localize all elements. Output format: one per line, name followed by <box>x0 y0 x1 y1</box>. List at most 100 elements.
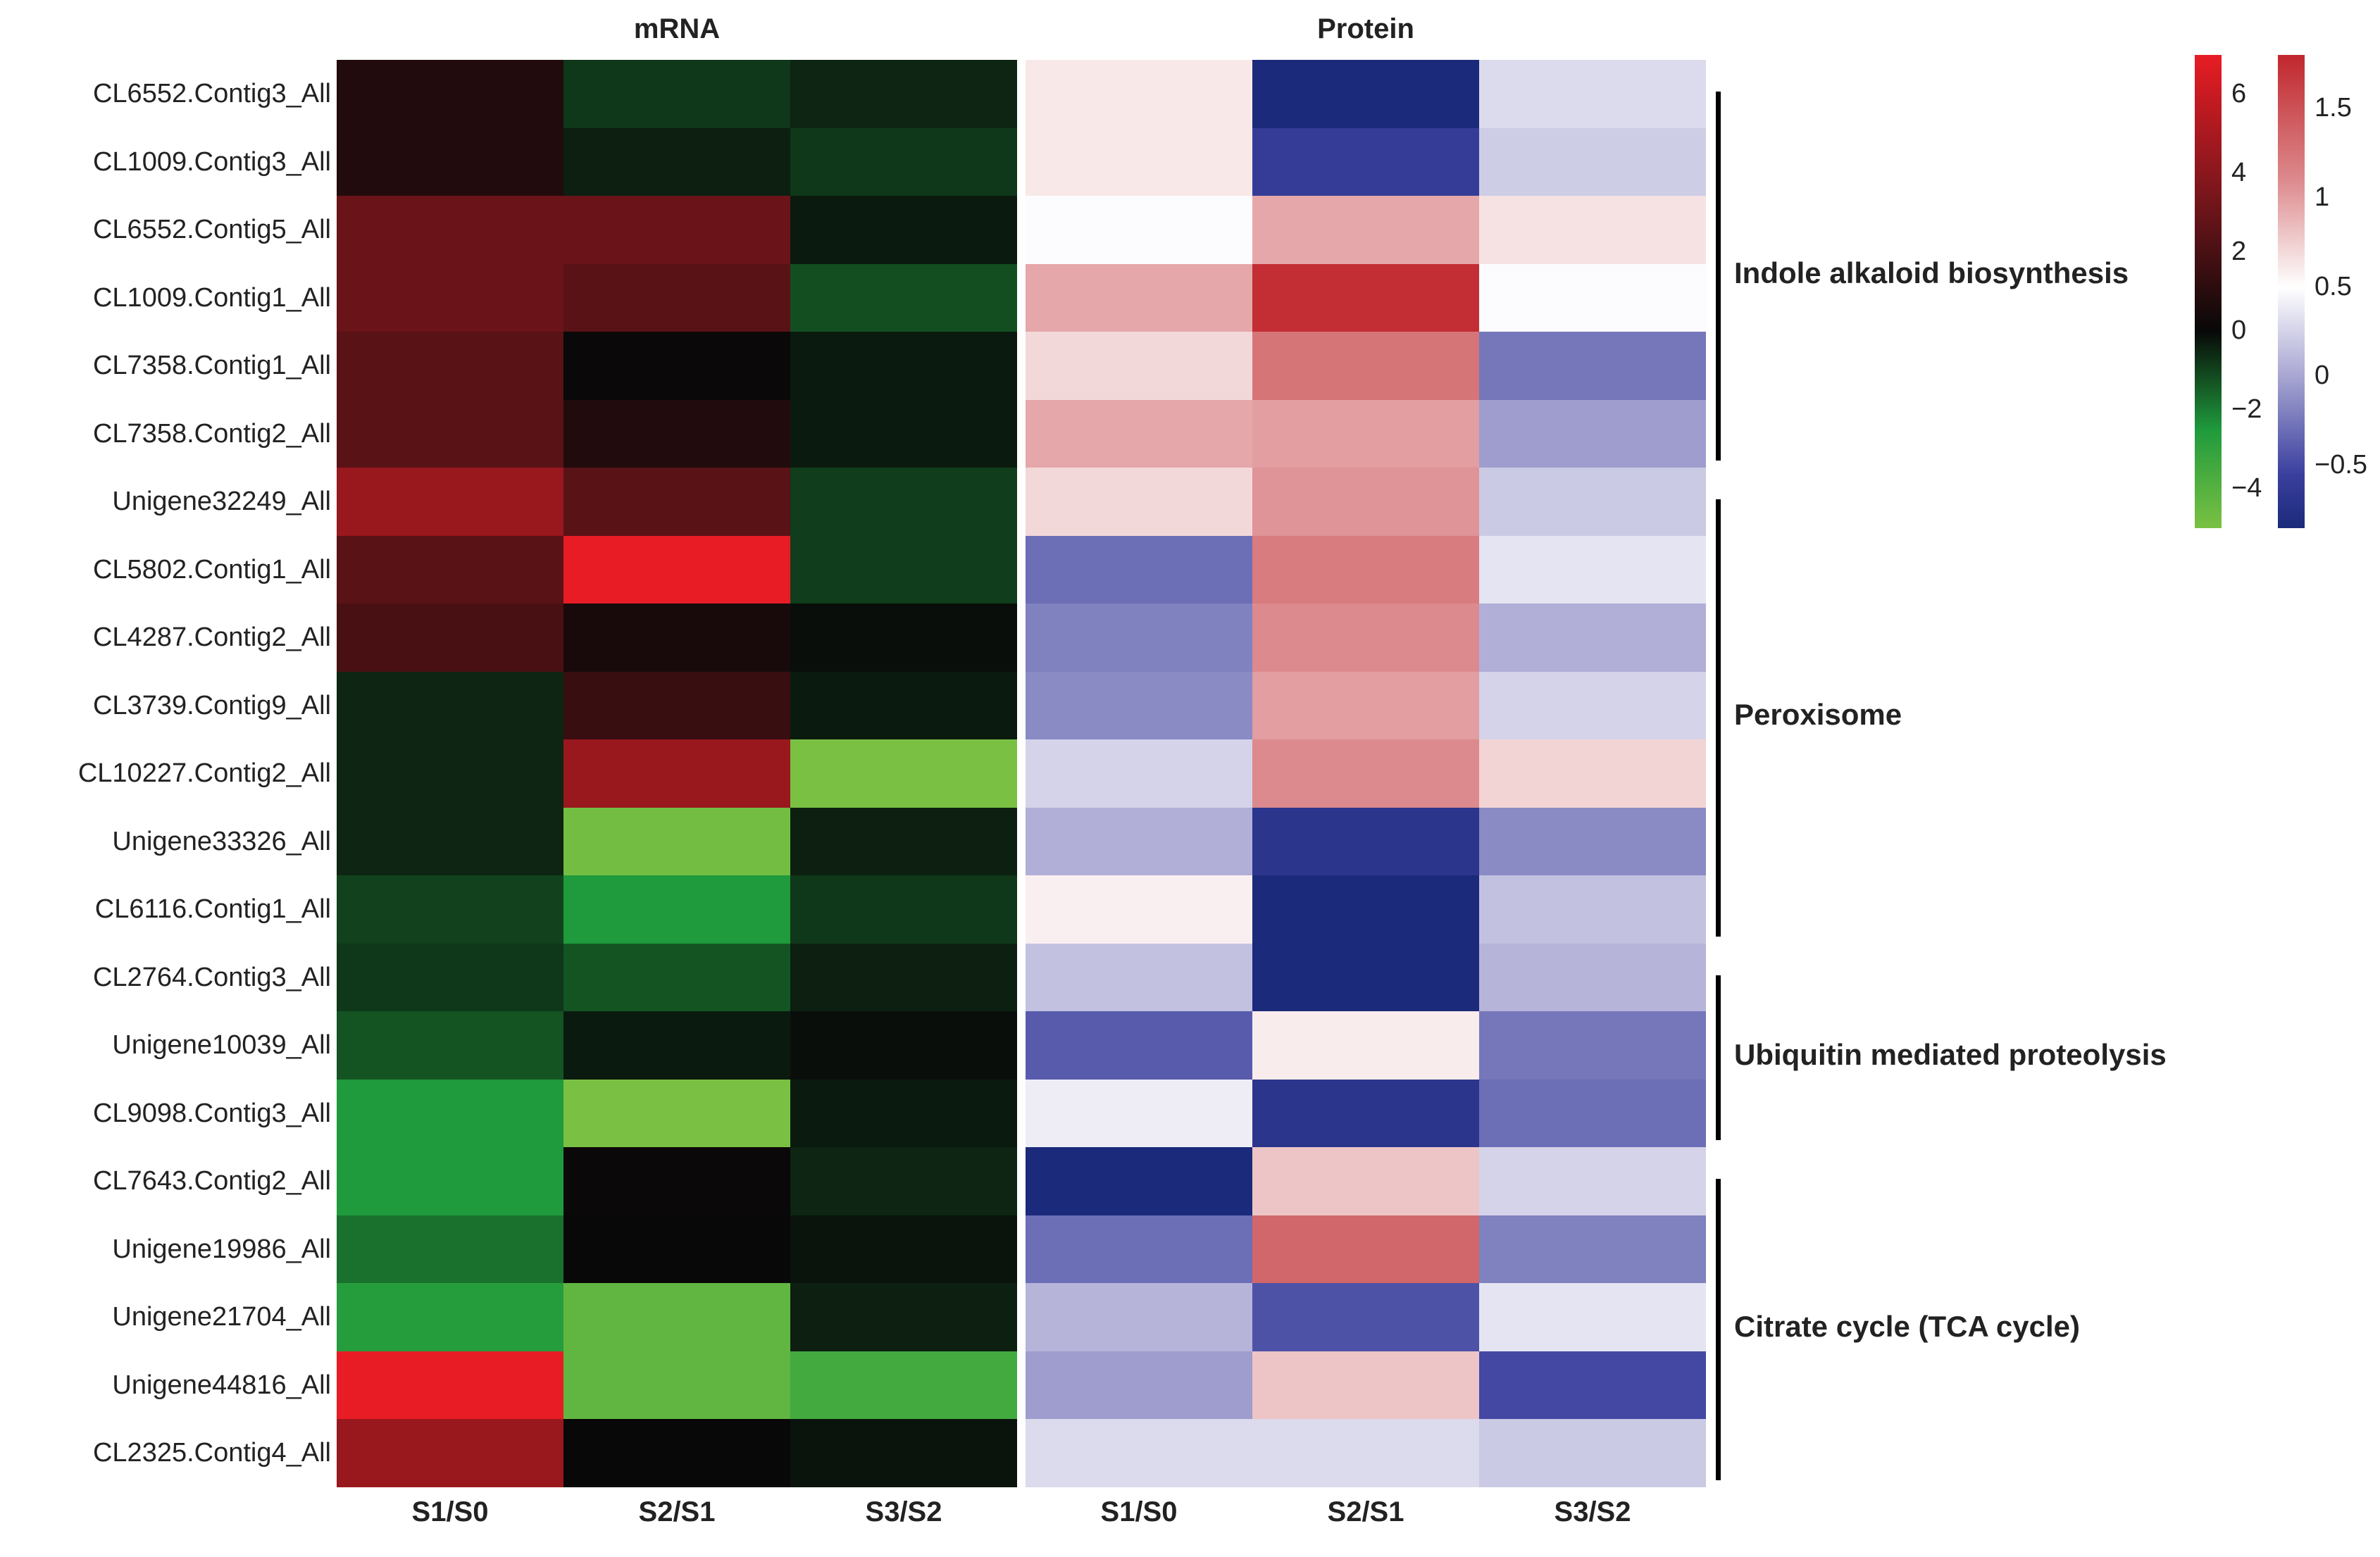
protein-colorbar-tick: 0.5 <box>2314 271 2352 301</box>
pathway-bracket <box>1716 92 1721 461</box>
mrna-cell <box>790 1283 1017 1351</box>
mrna-cell <box>337 1079 563 1148</box>
row-label: CL4287.Contig2_All <box>92 623 331 652</box>
protein-cell <box>1026 875 1252 944</box>
protein-cell <box>1479 604 1706 672</box>
protein-cell <box>1026 1351 1252 1420</box>
protein-colorbar-tick: 0 <box>2314 361 2330 391</box>
protein-cell <box>1479 1215 1706 1284</box>
row-label: CL1009.Contig3_All <box>92 146 331 177</box>
mrna-cell <box>337 1215 563 1284</box>
protein-cell <box>1026 1215 1252 1284</box>
row-label: CL6552.Contig5_All <box>92 215 331 244</box>
protein-cell <box>1026 263 1252 332</box>
protein-column-label: S1/S0 <box>1100 1496 1178 1527</box>
row-label: CL7358.Contig1_All <box>92 351 331 380</box>
protein-panel-title: Protein <box>1317 13 1414 44</box>
protein-colorbar-tick: 1.5 <box>2314 93 2352 123</box>
protein-cell <box>1026 535 1252 604</box>
mrna-cell <box>337 332 563 400</box>
mrna-cell <box>337 1147 563 1215</box>
mrna-cell <box>563 468 790 536</box>
protein-cell <box>1252 671 1479 740</box>
row-label: CL2764.Contig3_All <box>92 962 331 992</box>
pathway-label: Ubiquitin mediated proteolysis <box>1734 1037 2167 1071</box>
mrna-cell <box>337 671 563 740</box>
row-label: Unigene33326_All <box>112 826 331 856</box>
mrna-colorbar-tick: 4 <box>2231 158 2247 187</box>
protein-cell <box>1252 807 1479 876</box>
mrna-panel-title: mRNA <box>633 13 721 44</box>
protein-column-label: S2/S1 <box>1327 1496 1404 1527</box>
mrna-cell <box>563 263 790 332</box>
protein-cell <box>1252 263 1479 332</box>
protein-cell <box>1479 468 1706 536</box>
mrna-cell <box>563 60 790 128</box>
mrna-cell <box>337 468 563 536</box>
protein-cell <box>1026 1147 1252 1215</box>
pathway-bracket <box>1716 499 1721 937</box>
protein-cell <box>1479 943 1706 1012</box>
protein-cell <box>1252 535 1479 604</box>
mrna-cell <box>337 399 563 468</box>
pathway-bracket <box>1716 1179 1721 1480</box>
protein-cell <box>1479 807 1706 876</box>
protein-cell <box>1252 1147 1479 1215</box>
mrna-cell <box>563 739 790 808</box>
protein-cell <box>1026 468 1252 536</box>
mrna-cell <box>790 807 1017 876</box>
protein-cell <box>1479 1419 1706 1487</box>
mrna-cell <box>337 263 563 332</box>
protein-cell <box>1252 1283 1479 1351</box>
protein-cell <box>1479 127 1706 196</box>
mrna-cell <box>563 1011 790 1080</box>
protein-cell <box>1479 399 1706 468</box>
protein-cell <box>1479 875 1706 944</box>
protein-cell <box>1252 60 1479 128</box>
mrna-cell <box>563 875 790 944</box>
protein-cell <box>1479 60 1706 128</box>
protein-colorbar-tick: 1 <box>2314 182 2330 212</box>
mrna-cell <box>563 1419 790 1487</box>
protein-cell <box>1026 671 1252 740</box>
row-label: CL3739.Contig9_All <box>92 690 331 720</box>
mrna-cell <box>563 332 790 400</box>
protein-cell <box>1026 196 1252 264</box>
pathway-bracket <box>1716 975 1721 1140</box>
mrna-cell <box>563 1283 790 1351</box>
row-label: Unigene19986_All <box>112 1234 331 1264</box>
protein-cell <box>1252 604 1479 672</box>
mrna-cell <box>790 399 1017 468</box>
protein-cell <box>1479 263 1706 332</box>
mrna-cell <box>337 60 563 128</box>
row-label: CL2325.Contig4_All <box>92 1438 331 1468</box>
mrna-cell <box>337 1351 563 1420</box>
mrna-cell <box>563 196 790 264</box>
colorbar-gradient <box>2195 55 2222 528</box>
mrna-cell <box>790 1011 1017 1080</box>
protein-cell <box>1252 1079 1479 1148</box>
protein-cell <box>1026 1011 1252 1080</box>
mrna-cell <box>337 196 563 264</box>
row-label: CL6116.Contig1_All <box>94 894 331 924</box>
protein-cell <box>1026 807 1252 876</box>
protein-cell <box>1479 332 1706 400</box>
protein-cell <box>1026 332 1252 400</box>
mrna-colorbar-tick: −2 <box>2231 394 2262 424</box>
protein-cell <box>1252 399 1479 468</box>
protein-cell <box>1252 875 1479 944</box>
mrna-cell <box>337 535 563 604</box>
protein-cell <box>1252 1215 1479 1284</box>
protein-cell <box>1252 1351 1479 1420</box>
protein-cell <box>1479 535 1706 604</box>
mrna-cell <box>790 1147 1017 1215</box>
mrna-cell <box>790 535 1017 604</box>
mrna-cell <box>337 1283 563 1351</box>
protein-cell <box>1479 671 1706 740</box>
mrna-cell <box>563 399 790 468</box>
protein-cell <box>1026 604 1252 672</box>
mrna-cell <box>563 1351 790 1420</box>
mrna-cell <box>790 468 1017 536</box>
mrna-cell <box>790 1215 1017 1284</box>
mrna-cell <box>337 739 563 808</box>
